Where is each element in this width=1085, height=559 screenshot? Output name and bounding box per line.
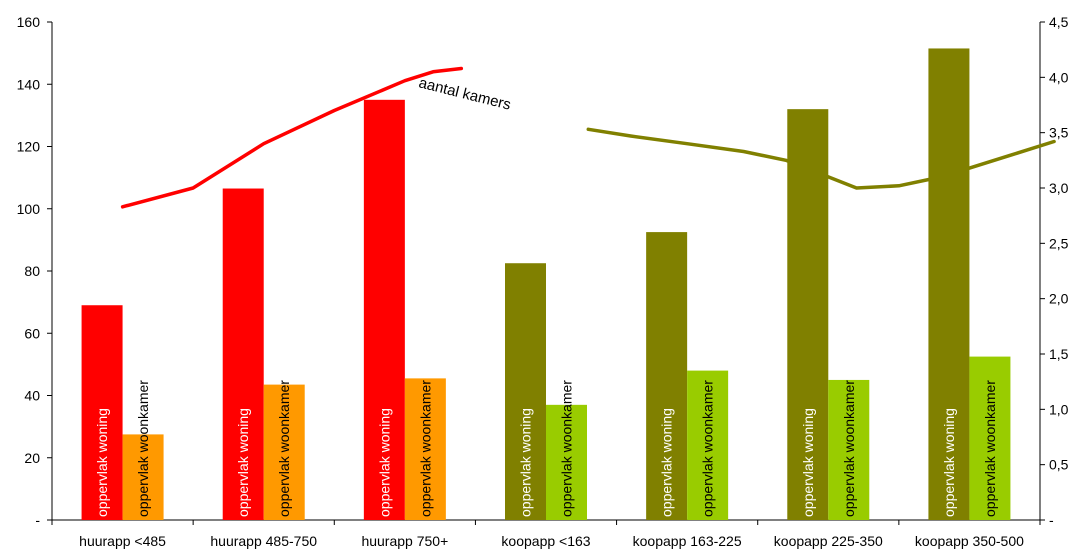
x-tick-label: huurapp 750+ — [361, 533, 448, 549]
y-right-tick-label: 2,0 — [1049, 291, 1069, 307]
bar-oppervlak-woning — [363, 99, 405, 520]
bar-data-label: oppervlak woonkamer — [982, 380, 998, 517]
bar-oppervlak-woning — [928, 48, 970, 521]
x-tick-label: koopapp <163 — [501, 533, 590, 549]
bars — [81, 48, 1011, 521]
bar-data-label: oppervlak woning — [518, 408, 534, 517]
bar-oppervlak-woonkamer — [122, 434, 164, 520]
y-right-tick-label: 3,5 — [1049, 125, 1069, 141]
y-left-tick-label: 120 — [17, 139, 41, 155]
y-left-tick-label: 60 — [24, 325, 40, 341]
y-right-tick-label: 1,5 — [1049, 346, 1069, 362]
y-right-tick-label: - — [1049, 512, 1054, 528]
axes: - 20 40 60 80 100 120 140 160 - 0,5 1,0 1,5 2,0 2,5 3,0… — [17, 14, 1069, 549]
bar-data-label: oppervlak woonkamer — [135, 380, 151, 517]
bar-oppervlak-woonkamer — [546, 404, 587, 520]
bar-data-label: oppervlak woning — [800, 408, 816, 517]
y-left-tick-label: 100 — [17, 201, 41, 217]
y-right-tick-label: 0,5 — [1049, 457, 1069, 473]
y-left-tick-label: 160 — [17, 14, 41, 30]
bar-data-label: oppervlak woning — [941, 408, 957, 517]
lines — [120, 66, 1056, 209]
bar-oppervlak-woning — [222, 188, 264, 521]
bar-data-label: oppervlak woonkamer — [559, 380, 575, 517]
bar-data-label: oppervlak woning — [376, 408, 392, 517]
y-right-tick-label: 4,5 — [1049, 14, 1069, 30]
bar-oppervlak-woning — [81, 305, 123, 520]
x-tick-label: koopapp 163-225 — [633, 533, 742, 549]
line-series-aantal-kamers — [120, 66, 464, 209]
y-left-tick-label: 20 — [24, 450, 40, 466]
bar-oppervlak-woonkamer — [404, 378, 446, 520]
y-left-tick-label: 80 — [24, 263, 40, 279]
y-left-tick-label: 40 — [24, 388, 40, 404]
bar-data-label: oppervlak woning — [235, 408, 251, 517]
bar-oppervlak-woning — [646, 232, 688, 520]
bar-oppervlak-woonkamer — [969, 356, 1011, 520]
y-left-tick-label: - — [35, 512, 40, 528]
y-right-tick-label: 2,5 — [1049, 235, 1069, 251]
bar-data-label: oppervlak woning — [94, 408, 110, 517]
y-left-tick-label: 140 — [17, 76, 41, 92]
x-tick-label: huurapp <485 — [79, 533, 166, 549]
bar-data-label: oppervlak woonkamer — [276, 380, 292, 517]
x-tick-label: huurapp 485-750 — [210, 533, 317, 549]
y-right-tick-label: 3,0 — [1049, 180, 1069, 196]
x-tick-label: koopapp 350-500 — [915, 533, 1024, 549]
line-series-aantal-kamers — [586, 127, 1056, 190]
y-right-tick-label: 1,0 — [1049, 401, 1069, 417]
labels: oppervlak woning oppervlak woning oppervla… — [94, 380, 998, 517]
bar-data-label: oppervlak woning — [659, 408, 675, 517]
bar-oppervlak-woonkamer — [828, 379, 870, 520]
bar-data-label: oppervlak woonkamer — [417, 380, 433, 517]
bar-data-label: oppervlak woonkamer — [700, 380, 716, 517]
x-tick-label: koopapp 225-350 — [774, 533, 883, 549]
bar-oppervlak-woning — [787, 109, 829, 521]
annotation-aantal-kamers: aantal kamers — [417, 74, 513, 113]
y-right-tick-label: 4,0 — [1049, 69, 1069, 85]
bar-oppervlak-woonkamer — [687, 370, 729, 520]
bar-oppervlak-woning — [505, 263, 546, 520]
bar-data-label: oppervlak woonkamer — [841, 380, 857, 517]
bar-oppervlak-woonkamer — [263, 384, 305, 520]
